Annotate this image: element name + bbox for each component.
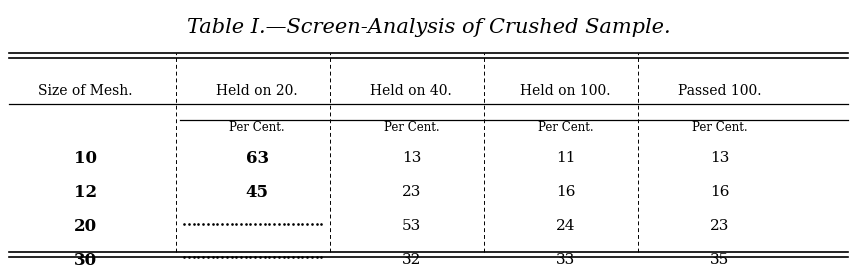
Text: 23: 23 bbox=[710, 219, 729, 233]
Text: 23: 23 bbox=[402, 185, 421, 199]
Text: Held on 20.: Held on 20. bbox=[216, 84, 298, 98]
Text: 16: 16 bbox=[710, 185, 729, 199]
Text: Held on 40.: Held on 40. bbox=[370, 84, 452, 98]
Text: 13: 13 bbox=[402, 151, 421, 165]
Text: 33: 33 bbox=[556, 253, 575, 267]
Text: 35: 35 bbox=[710, 253, 729, 267]
Text: 12: 12 bbox=[75, 184, 97, 201]
Text: 13: 13 bbox=[710, 151, 729, 165]
Text: Table I.—Screen-Analysis of Crushed Sample.: Table I.—Screen-Analysis of Crushed Samp… bbox=[187, 18, 670, 37]
Text: 32: 32 bbox=[402, 253, 421, 267]
Text: Held on 100.: Held on 100. bbox=[520, 84, 611, 98]
Text: 20: 20 bbox=[75, 218, 97, 234]
Text: Per Cent.: Per Cent. bbox=[230, 121, 285, 134]
Text: 63: 63 bbox=[246, 150, 268, 167]
Text: 16: 16 bbox=[556, 185, 575, 199]
Text: Passed 100.: Passed 100. bbox=[678, 84, 762, 98]
Text: Per Cent.: Per Cent. bbox=[692, 121, 747, 134]
Text: Per Cent.: Per Cent. bbox=[538, 121, 593, 134]
Text: 11: 11 bbox=[556, 151, 575, 165]
Text: 45: 45 bbox=[246, 184, 268, 201]
Text: Per Cent.: Per Cent. bbox=[384, 121, 439, 134]
Text: 24: 24 bbox=[556, 219, 575, 233]
Text: 30: 30 bbox=[75, 252, 97, 268]
Text: Size of Mesh.: Size of Mesh. bbox=[39, 84, 133, 98]
Text: 53: 53 bbox=[402, 219, 421, 233]
Text: 10: 10 bbox=[75, 150, 97, 167]
